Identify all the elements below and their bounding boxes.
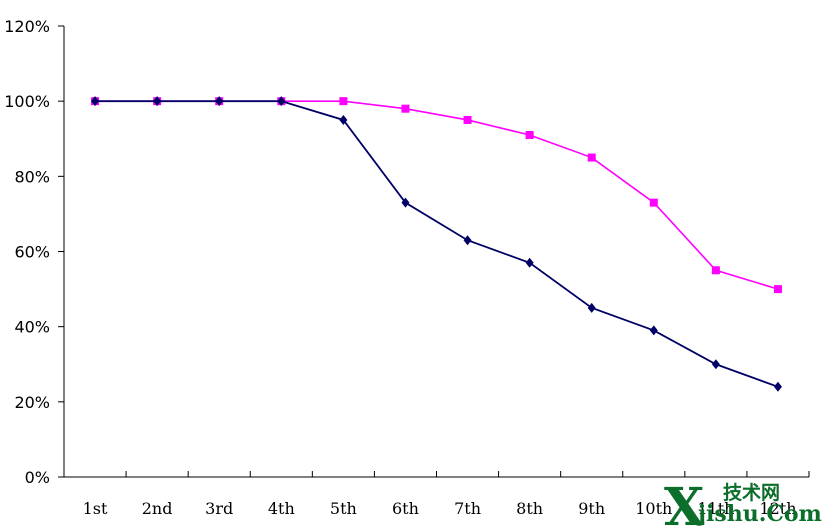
- series-2: [91, 96, 782, 392]
- data-point: [91, 96, 100, 107]
- data-point: [463, 115, 472, 124]
- axes: [63, 26, 809, 478]
- series-line: [95, 100, 779, 290]
- series-line: [95, 100, 779, 388]
- y-tick-label: 0%: [25, 468, 50, 487]
- y-axis-ticks: 0% 20% 40% 60% 80% 100% 120%: [4, 17, 64, 487]
- data-point: [711, 359, 720, 370]
- data-point: [587, 302, 596, 313]
- data-point: [463, 235, 472, 246]
- series-1: [91, 97, 782, 294]
- x-tick-label: 7th: [454, 499, 481, 518]
- x-tick-label: 12th: [759, 499, 796, 518]
- x-tick-label: 3rd: [205, 499, 233, 518]
- y-tick-label: 20%: [14, 393, 50, 412]
- x-tick-label: 8th: [516, 499, 543, 518]
- data-point: [525, 257, 534, 268]
- data-point: [401, 104, 410, 113]
- y-tick-label: 40%: [14, 318, 50, 337]
- watermark-site-text: jishu.Com: [696, 501, 822, 527]
- series-layer: [91, 96, 782, 392]
- watermark-logo: X: [664, 477, 705, 527]
- data-point: [773, 285, 782, 294]
- x-tick-label: 4th: [268, 499, 295, 518]
- data-point: [277, 96, 286, 107]
- data-point: [401, 197, 410, 208]
- x-tick-label: 6th: [392, 499, 419, 518]
- y-tick-label: 80%: [14, 167, 50, 186]
- data-point: [649, 325, 658, 336]
- data-point: [215, 96, 224, 107]
- data-point: [339, 114, 348, 125]
- data-point: [339, 97, 348, 106]
- data-point: [525, 130, 534, 139]
- x-tick-label: 9th: [578, 499, 605, 518]
- y-tick-label: 120%: [4, 17, 50, 36]
- watermark-chinese-text: 技术网: [723, 481, 780, 504]
- data-point: [711, 266, 720, 275]
- y-tick-label: 60%: [14, 243, 50, 262]
- x-tick-label: 2nd: [142, 499, 173, 518]
- x-axis-ticks: 1st 2nd 3rd 4th 5th 6th 7th 8th 9th 10th 11th 12th: [63, 471, 810, 518]
- data-point: [649, 198, 658, 207]
- x-tick-label: 1st: [83, 499, 108, 518]
- y-tick-label: 100%: [4, 92, 50, 111]
- x-tick-label: 5th: [330, 499, 357, 518]
- watermark: X 技术网 jishu.Com: [664, 477, 822, 527]
- data-point: [587, 153, 596, 162]
- data-point: [153, 96, 162, 107]
- data-point: [773, 381, 782, 392]
- x-tick-label: 11th: [697, 499, 734, 518]
- x-tick-label: 10th: [635, 499, 672, 518]
